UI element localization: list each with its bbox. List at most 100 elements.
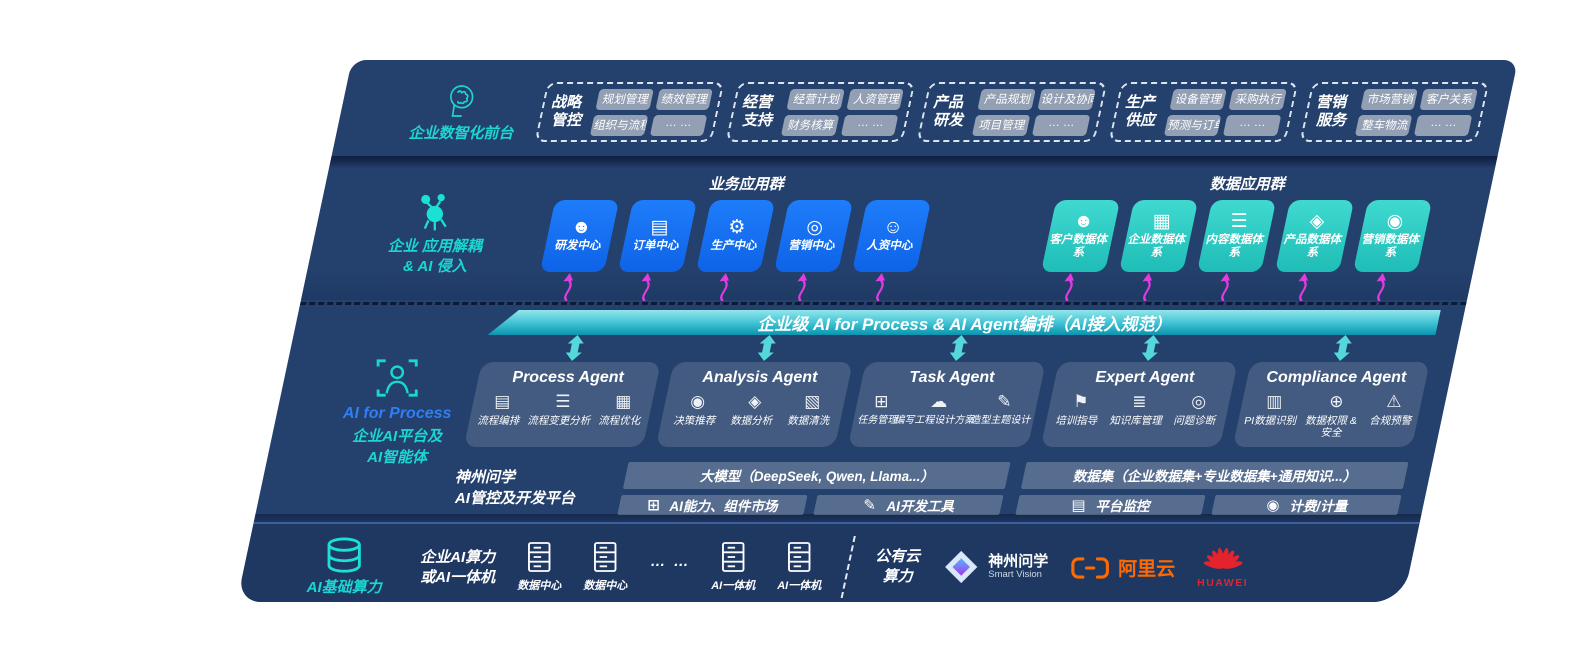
flow-arrow-icon: [562, 273, 573, 301]
business-group-header: 业务应用群: [708, 176, 784, 193]
module-pill: … …: [840, 114, 899, 136]
person-icon: ☻: [1073, 210, 1094, 232]
target-icon: ◎: [806, 217, 824, 239]
id-card-icon: ▥: [1266, 392, 1283, 411]
flow-arrow-icon: [718, 273, 729, 301]
front-office-label: 企业数智化前台: [408, 124, 514, 142]
dataset-bar: 数据集（企业数据集+专业数据集+通用知识...）: [1020, 461, 1409, 489]
clipboard-icon: ▤: [649, 217, 668, 239]
group-title: 营销服务: [1315, 94, 1346, 129]
ai-platform-layer: AI for Process 企业AI平台及 AI智能体 企业级 AI for …: [255, 300, 1467, 515]
module-pill: 预测与订单: [1163, 114, 1222, 136]
dev-platform-label: 神州问学 AI管控及开发平台: [455, 462, 611, 515]
model-half: 大模型（DeepSeek, Qwen, Llama...） ⊞ AI能力、组件市场…: [617, 461, 1011, 515]
factory-icon: ⚙: [728, 217, 746, 239]
alert-icon: ⚠: [1386, 392, 1402, 411]
atom-icon: ◉: [1386, 210, 1404, 232]
tile-product-data: ◈ 产品数据体系: [1268, 200, 1354, 301]
ai-capability-market-cell: ⊞ AI能力、组件市场: [617, 494, 808, 515]
ai-platform-subtitle-line1: 企业AI平台及: [352, 427, 443, 445]
front-office-layer: 企业数智化前台 战略管控 规划管理 绩效管理 组织与流程 … … 经营支持 经营…: [332, 60, 1518, 156]
module-pill: 产品规划: [977, 88, 1036, 110]
agent-capability: ▧ 数据清洗: [787, 392, 830, 427]
front-office-group-supply: 生产供应 设备管理 采购执行 预测与订单 … …: [1108, 82, 1299, 142]
sync-arrow-icon: [565, 335, 584, 361]
agent-capability: ▦ 流程优化: [598, 392, 641, 427]
person-scan-icon: [376, 358, 418, 397]
clean-data-icon: ▧: [804, 392, 821, 411]
flow-arrow-icon: [640, 273, 651, 301]
front-office-rail: 企业数智化前台: [395, 81, 527, 144]
flow-arrow-icon: [796, 273, 807, 301]
agent-capability: ◈ 数据分析: [730, 392, 773, 427]
infrastructure-layer: AI基础算力 企业AI算力 或AI一体机 数据中心 数据中心 … … AI一体机…: [236, 522, 1420, 602]
agent-capability: ▥ PI数据识别: [1244, 392, 1297, 427]
flow-arrow-icon: [1141, 273, 1152, 301]
ellipsis: … …: [650, 552, 691, 570]
agent-capability: ☰ 流程变更分析: [527, 392, 591, 427]
server-icon: [528, 542, 551, 572]
dev-tools-icon: ✎: [863, 496, 876, 514]
dev-platform-label-line1: 神州问学: [454, 469, 515, 487]
billing-metering-cell: ◉ 计费/计量: [1211, 494, 1402, 515]
group-title: 生产供应: [1124, 94, 1155, 129]
flow-arrow-icon: [1297, 273, 1308, 301]
model-bar: 大模型（DeepSeek, Qwen, Llama...）: [622, 461, 1011, 489]
car-icon: ◈: [1309, 210, 1325, 232]
dataset-half: 数据集（企业数据集+专业数据集+通用知识...） ▤ 平台监控 ◉ 计费/计量: [1015, 461, 1409, 515]
module-pill: 组织与流程: [589, 114, 649, 136]
access-spec-dashed-line: [299, 302, 1467, 305]
molecule-icon: [421, 193, 447, 230]
sync-arrow-icon: [1334, 335, 1353, 361]
tile-order-center: ▤ 订单中心: [611, 200, 697, 301]
module-pill: … …: [1414, 114, 1473, 136]
front-office-group-strategy: 战略管控 规划管理 绩效管理 组织与流程 … …: [534, 82, 725, 142]
tile-marketing-data: ◉ 营销数据体系: [1346, 200, 1432, 301]
building-icon: ▦: [1152, 210, 1171, 232]
task-grid-icon: ⊞: [874, 392, 889, 411]
front-office-group-operation: 经营支持 经营计划 人资管理 财务核算 … …: [725, 82, 916, 142]
layer-divider: [329, 156, 1498, 168]
books-icon: ☰: [1230, 210, 1248, 232]
atom-icon: ◈: [748, 392, 762, 411]
tile-enterprise-data: ▦ 企业数据体系: [1112, 200, 1198, 301]
diagram-panel: 企业数智化前台 战略管控 规划管理 绩效管理 组织与流程 … … 经营支持 经营…: [236, 60, 1519, 602]
agent-capability: ☁ 编写工程设计方案: [894, 392, 975, 426]
compliance-agent-card: Compliance Agent ▥ PI数据识别 ⊕ 数据权限 & 安全 ⚠ 合规预…: [1232, 335, 1430, 447]
infra-rail: AI基础算力: [290, 537, 398, 598]
decision-icon: ◉: [690, 392, 706, 411]
tile-content-data: ☰ 内容数据体系: [1190, 200, 1276, 301]
group-title: 战略管控: [550, 94, 581, 129]
tile-rnd-center: ☻ 研发中心: [533, 200, 619, 301]
analysis-agent-card: Analysis Agent ◉ 决策推荐 ◈ 数据分析 ▧ 数据清洗: [655, 335, 854, 447]
tile-marketing-center: ◎ 营销中心: [767, 200, 853, 301]
permission-icon: ⊕: [1329, 392, 1344, 411]
agent-capability: ⚑ 培训指导: [1055, 392, 1098, 427]
tile-production-center: ⚙ 生产中心: [689, 200, 775, 301]
ai-platform-subtitle-line2: AI智能体: [367, 449, 428, 466]
person-waves-icon: ☺: [883, 217, 903, 239]
database-icon: [327, 537, 361, 573]
public-cloud-label: 公有云 算力: [875, 547, 921, 585]
huawei-flower-icon: [1203, 547, 1243, 569]
tile-hr-center: ☺ 人资中心: [845, 200, 931, 301]
flow-arrow-icon: [874, 273, 885, 301]
ai-platform-rail: AI for Process 企业AI平台及 AI智能体: [331, 310, 463, 514]
component-market-icon: ⊞: [647, 496, 660, 514]
module-pill: … …: [1223, 114, 1282, 136]
application-rail-label-line2: & AI 侵入: [402, 258, 467, 275]
flow-arrow-icon: [1375, 273, 1386, 301]
tile-customer-data: ☻ 客户数据体系: [1034, 200, 1120, 301]
module-pill: … …: [649, 114, 708, 136]
ai-dev-tools-cell: ✎ AI开发工具: [813, 494, 1004, 515]
module-pill: 设计及协同: [1037, 88, 1096, 110]
front-office-group-marketing: 营销服务 市场营销 客户关系 整车物流 … …: [1299, 82, 1490, 142]
front-office-group-product: 产品研发 产品规划 设计及协同 项目管理 … …: [916, 82, 1107, 142]
people-icon: ☻: [570, 217, 591, 239]
agent-capability: ▤ 流程编排: [477, 392, 520, 427]
server-icon: [722, 542, 745, 572]
dev-platform-row: 神州问学 AI管控及开发平台 大模型（DeepSeek, Qwen, Llama…: [449, 461, 1409, 515]
layer-divider: [253, 514, 1422, 522]
agent-capability: ⚠ 合规预警: [1369, 392, 1412, 427]
